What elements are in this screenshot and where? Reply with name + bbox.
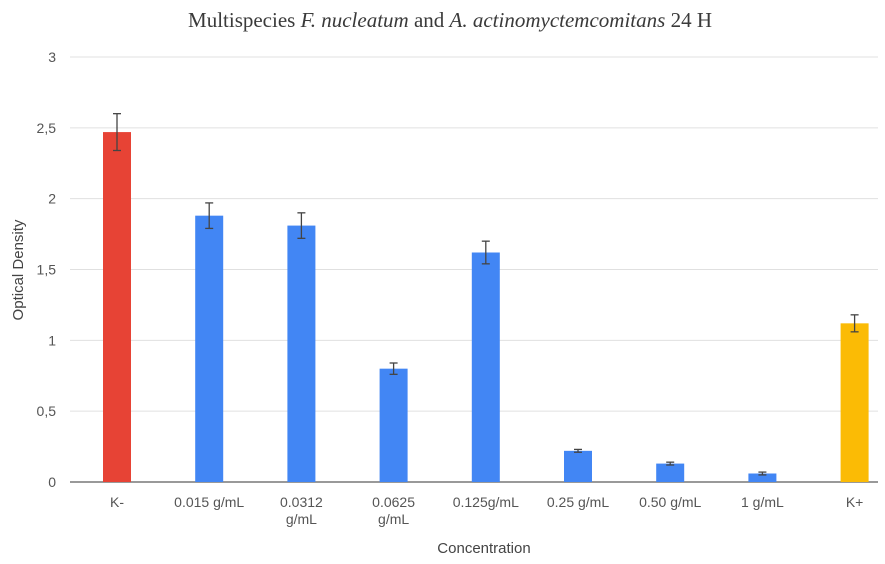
error-bar bbox=[574, 448, 582, 453]
bar bbox=[564, 450, 592, 482]
chart-title-part: A. actinomyctemcomitans bbox=[448, 8, 666, 32]
x-tick-label: 0.125g/mL bbox=[453, 494, 519, 510]
x-tick-label: 1 g/mL bbox=[741, 494, 784, 510]
y-axis-ticks: 0 0,5 1 1,5 2 2,5 3 bbox=[37, 49, 57, 490]
y-axis-title: Optical Density bbox=[10, 219, 27, 320]
x-tick-label: 0.25 g/mL bbox=[547, 494, 609, 510]
chart-title-part: Multispecies bbox=[188, 8, 301, 32]
chart-title-part: F. nucleatum bbox=[300, 8, 409, 32]
bar bbox=[103, 132, 131, 483]
y-tick-label: 3 bbox=[48, 49, 56, 65]
bar bbox=[195, 215, 224, 482]
chart-title-part: 24 H bbox=[665, 8, 712, 32]
x-axis-title: Concentration bbox=[437, 540, 530, 557]
x-tick-label: 0.50 g/mL bbox=[639, 494, 701, 510]
x-tick-label: 0.015 g/mL bbox=[174, 494, 244, 510]
x-tick-label: K- bbox=[110, 494, 124, 510]
bar bbox=[840, 323, 869, 482]
chart-title-part: and bbox=[409, 8, 450, 32]
x-tick-label: K+ bbox=[846, 494, 864, 510]
bar bbox=[287, 225, 316, 483]
error-bar bbox=[297, 212, 306, 239]
error-bar bbox=[758, 471, 767, 476]
bar bbox=[379, 368, 408, 482]
y-tick-label: 1 bbox=[48, 332, 56, 348]
y-tick-label: 0 bbox=[48, 474, 56, 490]
error-bar bbox=[481, 240, 490, 265]
bars bbox=[103, 132, 869, 483]
error-bar bbox=[389, 362, 398, 375]
error-bar bbox=[205, 202, 214, 230]
x-tick-label: 0.0625 g/mL bbox=[372, 494, 415, 527]
error-bars bbox=[113, 113, 859, 476]
error-bar bbox=[850, 314, 859, 333]
x-tick-label: 0.0312 g/mL bbox=[280, 494, 323, 527]
y-tick-label: 1,5 bbox=[37, 262, 57, 278]
chart-title: Multispecies F. nucleatum and A. actinom… bbox=[188, 8, 712, 32]
error-bar bbox=[113, 113, 121, 152]
y-tick-label: 0,5 bbox=[37, 403, 57, 419]
bar bbox=[748, 473, 777, 482]
y-tick-label: 2 bbox=[48, 191, 56, 207]
bar bbox=[471, 252, 500, 482]
x-axis-ticks: K- 0.015 g/mL 0.0312 g/mL 0.0625 g/mL 0.125g/m… bbox=[110, 494, 863, 527]
y-tick-label: 2,5 bbox=[37, 120, 57, 136]
error-bar bbox=[666, 461, 675, 466]
bar bbox=[656, 463, 685, 482]
